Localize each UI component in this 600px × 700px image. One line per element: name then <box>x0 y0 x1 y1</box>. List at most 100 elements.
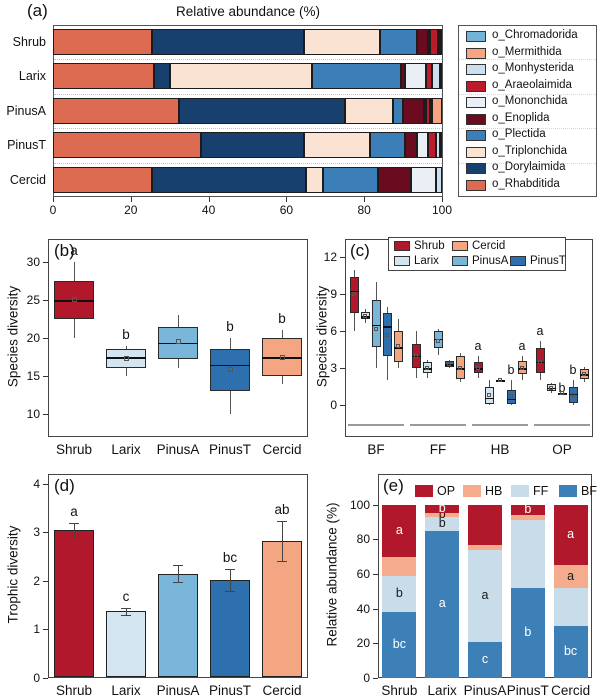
mean-marker <box>520 366 524 371</box>
sig-letter: b <box>278 311 286 327</box>
bar-segment-o_monhysterida <box>432 63 441 90</box>
x-tick-a <box>208 197 210 202</box>
legend-swatch-bf <box>559 485 577 497</box>
legend-label-op: OP <box>437 484 456 498</box>
box-rect-pinust <box>382 312 392 356</box>
legend-swatch-shrub <box>394 241 410 251</box>
y-tick-e <box>373 574 378 576</box>
median-line <box>106 357 146 359</box>
bar-category-label: Cercid <box>9 172 46 187</box>
legend-c-box <box>388 237 566 271</box>
sig-letter: b <box>438 515 446 530</box>
y-tick-label-d: 1 <box>33 622 40 637</box>
y-tick-d <box>43 629 48 631</box>
mean-marker <box>71 297 77 303</box>
mean-marker <box>498 378 502 383</box>
bar-segment-o_rhabditida <box>53 63 155 90</box>
legend-label-larix: Larix <box>414 255 439 267</box>
mean-marker <box>487 393 491 398</box>
y-axis-label-e: Relative abundance (%) <box>324 502 340 647</box>
plot-area-b <box>48 239 308 437</box>
y-tick-label-e: 0 <box>363 671 370 685</box>
legend-label-o_plectida: o_Plectida <box>492 128 546 140</box>
sig-letter: b <box>558 380 566 395</box>
y-tick-d <box>43 678 48 679</box>
legend-label-o_dorylaimida: o_Dorylaimida <box>492 161 566 173</box>
bar-segment-o_chromadorida <box>440 29 443 55</box>
x-category-label-b: Shrub <box>55 442 93 457</box>
gridline-a <box>54 59 442 61</box>
stack-segment-op <box>510 504 545 516</box>
legend-a-gridline <box>459 128 596 129</box>
median-line <box>557 392 567 395</box>
legend-label-ff: FF <box>533 484 549 498</box>
x-category-label-d: Larix <box>111 683 141 698</box>
x-category-label-e: PinusT <box>506 683 549 698</box>
bar-segment-o_dorylaimida <box>154 63 170 90</box>
panel-label-e: (e) <box>383 476 404 495</box>
bar-segment-o_plectida <box>311 63 402 90</box>
legend-swatch-o_plectida <box>466 130 486 141</box>
box-rect-cercid <box>455 355 465 380</box>
legend-label-o_monhysterida: o_Monhysterida <box>492 62 574 74</box>
median-line <box>360 316 370 318</box>
legend-a-gridline <box>459 59 596 60</box>
median-line <box>506 398 516 401</box>
mean-marker <box>560 390 564 395</box>
legend-label-o_mononchida: o_Mononchida <box>492 95 568 107</box>
error-cap-top <box>121 607 131 609</box>
box-rect-cercid <box>393 331 403 362</box>
bar-segment-o_rhabditida <box>53 29 153 55</box>
sig-letter: c <box>481 651 489 666</box>
y-tick-c <box>340 368 345 370</box>
x-tick-a <box>442 197 443 202</box>
y-tick-c <box>340 331 345 333</box>
sig-letter: a <box>474 338 482 353</box>
mean-marker <box>447 362 451 367</box>
x-category-label-e: PinusA <box>463 683 507 698</box>
sig-letter: b <box>226 319 234 334</box>
mean-marker <box>385 332 389 337</box>
mean-marker <box>458 366 462 371</box>
group-axis-line <box>472 424 528 426</box>
stack-segment-ff <box>553 587 588 627</box>
sig-letter: a <box>567 568 575 583</box>
bar-segment-o_triplonchida <box>303 132 371 159</box>
bar-segment-o_triplonchida <box>344 97 394 124</box>
bar-segment-o_mononchida <box>410 166 437 193</box>
bar-segment-o_araeolaimida <box>428 132 437 159</box>
median-line <box>349 290 359 293</box>
legend-label-hb: HB <box>485 484 503 498</box>
legend-a-gridline <box>459 163 596 164</box>
legend-label-o_mermithida: o_Mermithida <box>492 45 562 58</box>
x-category-label-b: Cercid <box>262 442 302 457</box>
y-tick-e <box>373 643 378 645</box>
legend-swatch-pinusa <box>452 256 468 266</box>
error-cap-top <box>173 564 183 566</box>
y-tick-label-e: 40 <box>356 601 370 616</box>
x-group-label-c: FF <box>429 442 447 457</box>
y-tick-b <box>43 376 48 378</box>
y-tick-label-e: 80 <box>356 532 370 547</box>
mean-marker <box>538 359 542 364</box>
stack-segment-hb <box>425 513 460 517</box>
bar-category-label: PinusA <box>6 103 46 118</box>
x-category-label-d: PinusA <box>156 683 200 698</box>
y-tick-label-b: 10 <box>26 407 40 422</box>
panel-a-title: Relative abundance (%) <box>175 4 321 19</box>
legend-label-bf: BF <box>581 484 597 498</box>
bar-segment-o_rhabditida <box>53 97 180 124</box>
y-tick-label-e: 100 <box>349 497 370 512</box>
median-line <box>517 368 527 370</box>
error-cap-top <box>225 569 235 571</box>
legend-swatch-o_araeolaimida <box>466 80 486 92</box>
bar-rect-pinusa <box>158 573 198 677</box>
legend-swatch-o_dorylaimida <box>466 163 486 174</box>
y-tick-c <box>340 294 345 296</box>
x-tick-a <box>130 197 132 202</box>
stack-segment-ff <box>425 516 460 531</box>
legend-swatch-o_rhabditida <box>466 179 486 191</box>
median-line <box>473 368 483 370</box>
median-line <box>382 326 392 328</box>
y-tick-label-d: 4 <box>33 476 40 491</box>
